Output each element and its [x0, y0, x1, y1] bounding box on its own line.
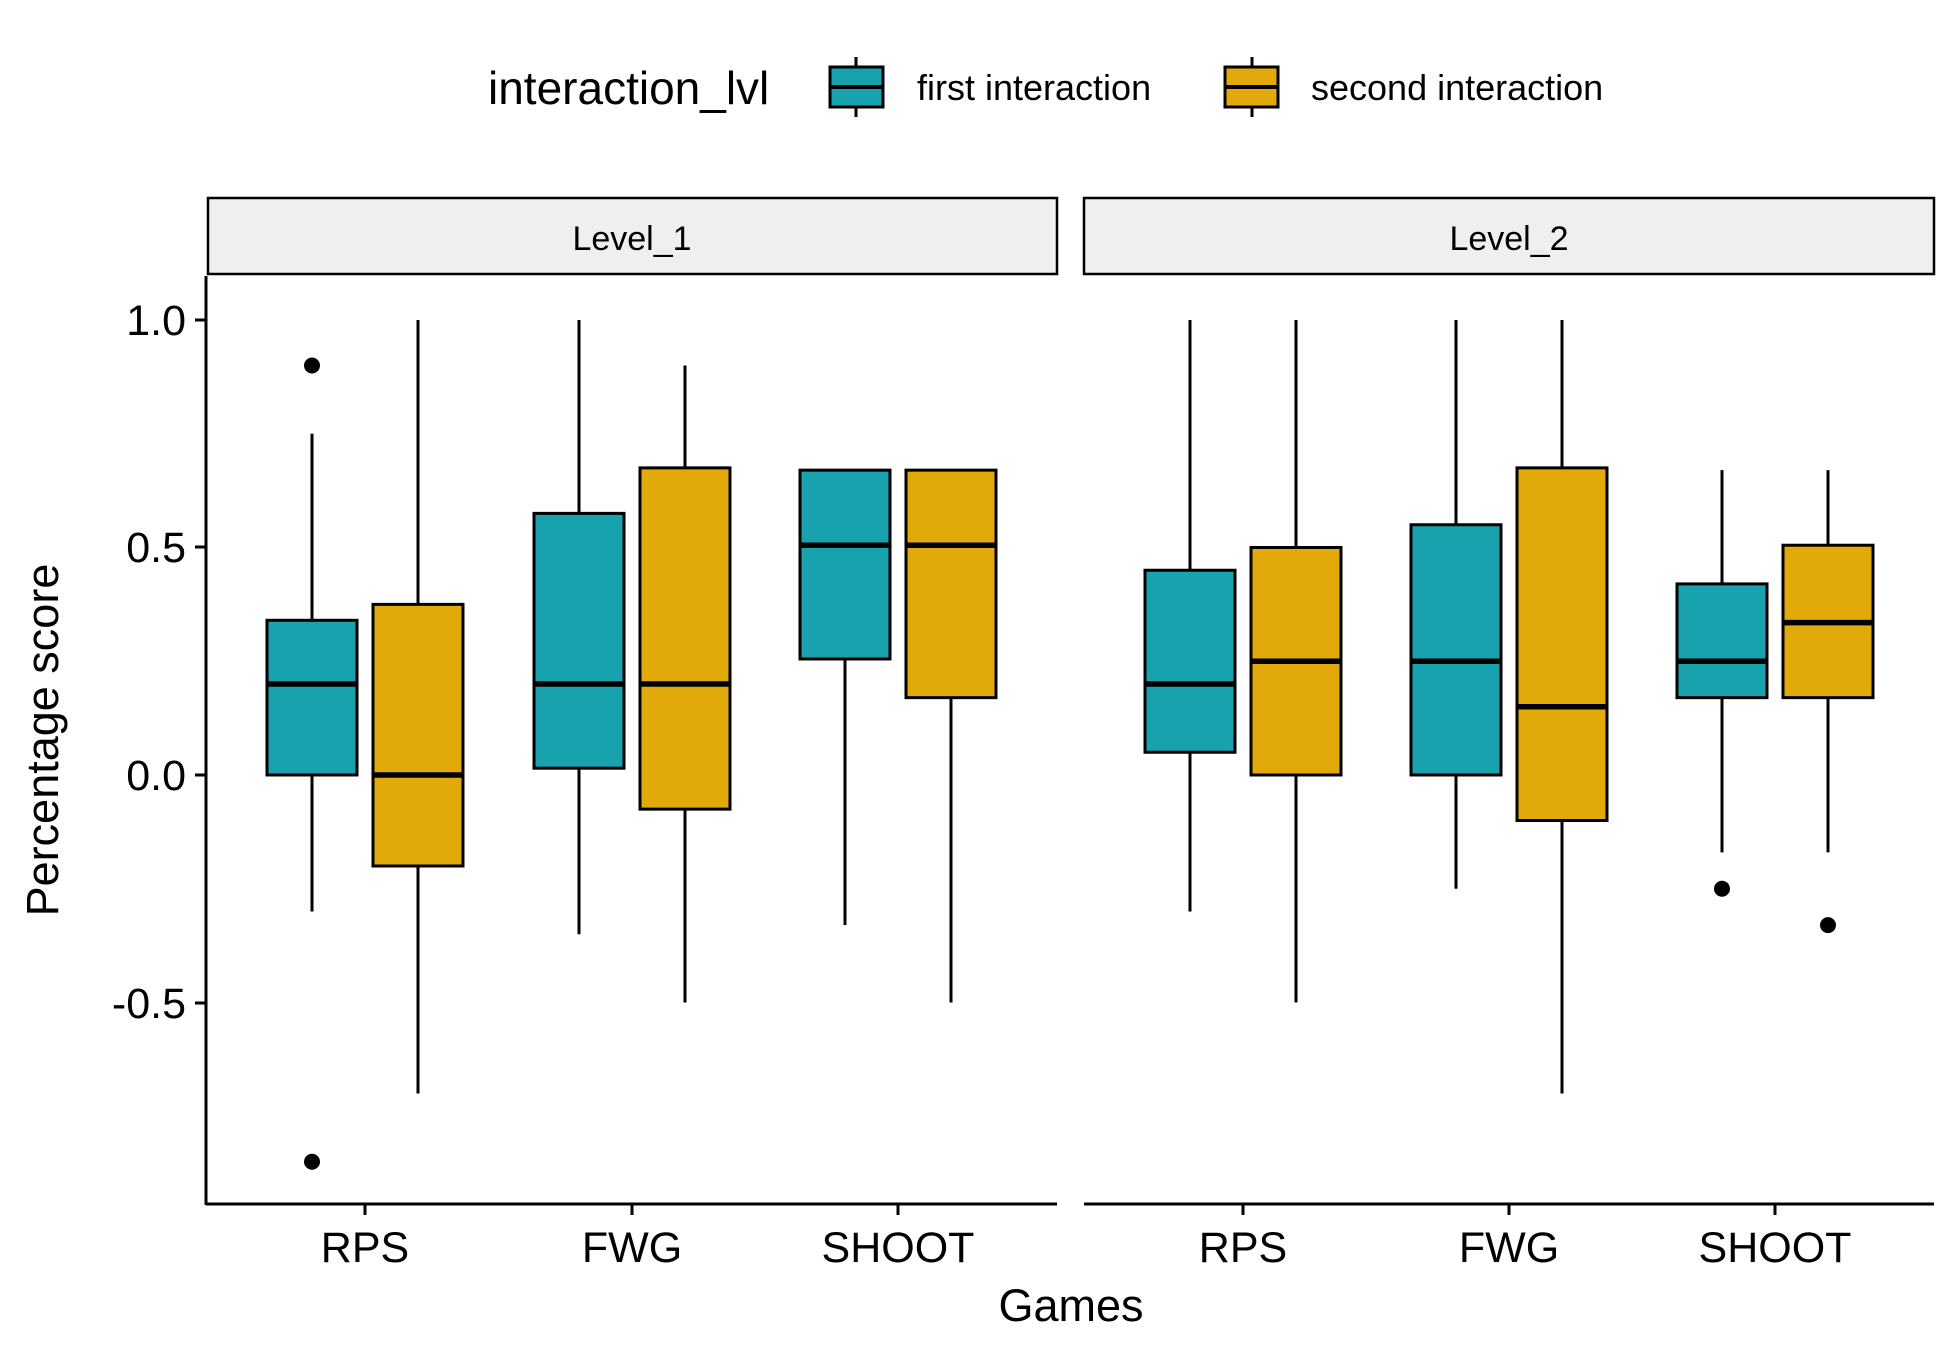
x-tick-label-fwg: FWG — [1459, 1224, 1559, 1272]
box-level-1-shoot-second-interaction — [904, 468, 998, 1003]
box-level-1-rps-first-interaction — [265, 357, 359, 1170]
strip-level-1: Level_1 — [206, 196, 1059, 276]
iqr-box — [265, 618, 359, 777]
x-axis-title: Games — [998, 1280, 1143, 1331]
iqr-box — [1409, 523, 1503, 777]
outlier-point — [304, 1153, 320, 1170]
box-level-1-fwg-second-interaction — [638, 365, 732, 1003]
outlier-point — [1714, 880, 1730, 897]
legend-label-second-interaction: second interaction — [1311, 67, 1603, 108]
y-tick-label-0-5: 0.5 — [126, 524, 186, 572]
x-tick-label-rps: RPS — [1199, 1224, 1287, 1272]
box-level-2-rps-second-interaction — [1249, 320, 1343, 1003]
x-tick-label-fwg: FWG — [582, 1224, 682, 1272]
x-tick-label-shoot: SHOOT — [822, 1224, 975, 1272]
box-level-2-shoot-first-interaction — [1675, 470, 1769, 897]
strip-level-2: Level_2 — [1082, 196, 1936, 276]
box-level-2-fwg-second-interaction — [1515, 320, 1609, 1094]
legend: interaction_lvl first interaction second… — [488, 57, 1603, 117]
iqr-box — [1515, 466, 1609, 822]
box-level-2-fwg-first-interaction — [1409, 320, 1503, 889]
iqr-box — [638, 466, 732, 811]
legend-key-second-interaction — [1223, 57, 1280, 117]
y-tick-label-0-0: 0.0 — [126, 752, 186, 800]
y-tick-label-1-0: 1.0 — [126, 297, 186, 345]
iqr-box — [798, 468, 892, 661]
iqr-box — [532, 511, 626, 770]
x-tick-label-rps: RPS — [321, 1224, 409, 1272]
outlier-point — [1820, 917, 1836, 934]
iqr-box — [904, 468, 998, 700]
x-axis-level-2: RPS FWG SHOOT — [1084, 1202, 1934, 1272]
iqr-box — [371, 602, 465, 868]
legend-key-first-interaction — [828, 57, 885, 117]
box-level-2-shoot-second-interaction — [1781, 470, 1875, 934]
iqr-box — [1675, 582, 1769, 700]
y-axis: -0.5 0.0 0.5 1.0 — [112, 276, 208, 1205]
iqr-box — [1143, 568, 1237, 754]
box-level-2-rps-first-interaction — [1143, 320, 1237, 912]
strip-label-level-2: Level_2 — [1449, 220, 1568, 258]
boxes-layer — [265, 320, 1875, 1170]
box-level-1-rps-second-interaction — [371, 320, 465, 1094]
box-level-1-fwg-first-interaction — [532, 320, 626, 935]
legend-title: interaction_lvl — [488, 62, 769, 114]
x-tick-label-shoot: SHOOT — [1699, 1224, 1852, 1272]
y-axis-title: Percentage score — [17, 564, 68, 917]
strip-label-level-1: Level_1 — [572, 220, 691, 258]
x-axis-level-1: RPS FWG SHOOT — [206, 1202, 1057, 1272]
y-tick-label-neg-0-5: -0.5 — [112, 980, 186, 1028]
outlier-point — [304, 357, 320, 374]
box-level-1-shoot-first-interaction — [798, 468, 892, 926]
legend-label-first-interaction: first interaction — [917, 67, 1151, 108]
